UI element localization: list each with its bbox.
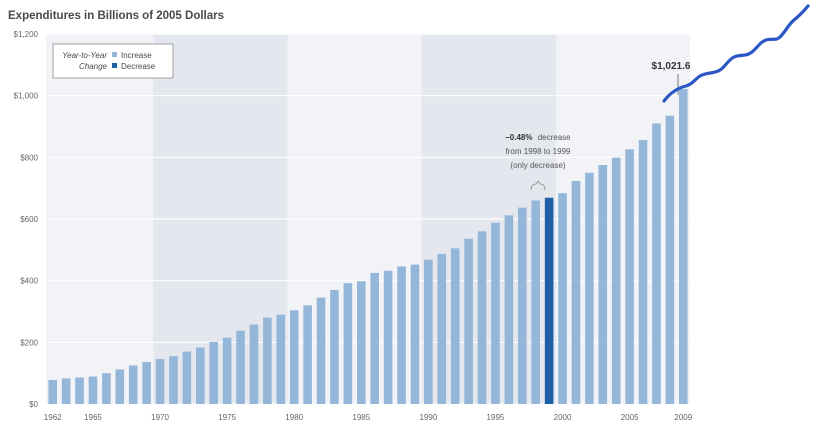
gridlines [46,33,690,405]
bar [424,259,433,404]
bar [410,264,420,404]
y-tick-label: $800 [20,153,38,162]
bar-decrease [544,197,554,404]
bar [316,297,326,404]
bar [585,172,594,404]
bar [625,149,634,404]
bar [638,140,648,405]
bar [665,115,675,404]
x-tick-label: 2005 [621,413,639,422]
bars [48,89,688,405]
bar [48,379,58,404]
bar [289,310,299,404]
bar [383,270,393,404]
legend-increase-label: Increase [121,51,152,60]
bar [209,342,219,404]
x-tick-label: 1962 [44,413,62,422]
callout-line2: from 1998 to 1999 [506,147,571,156]
y-tick-label: $200 [20,338,38,347]
legend-title-line2: Change [79,62,108,71]
x-tick-label: 2000 [554,413,572,422]
bar [517,207,527,404]
bar [678,89,688,405]
bar [263,317,272,404]
x-tick-label: 1990 [419,413,437,422]
legend: Year-to-Year Change Increase Decrease [52,43,174,79]
bar [88,376,98,404]
y-tick-label: $400 [20,277,38,286]
x-tick-label: 1965 [84,413,102,422]
chart-title: Expenditures in Billions of 2005 Dollars [8,10,224,22]
decrease-callout: –0.48% decrease from 1998 to 1999 (only … [505,133,571,191]
callout-decrease-word: decrease [538,133,571,142]
hand-drawn-trend-line [662,4,810,103]
bar [75,377,84,404]
x-tick-labels: 1962 1965 1970 1975 1980 1985 1990 1995 2000 2005… [44,413,693,422]
bar [397,266,406,404]
bar [128,365,138,404]
bar [611,157,621,404]
bar [195,347,205,404]
x-tick-label: 1975 [218,413,236,422]
callout-line3: (only decrease) [510,161,565,170]
bar [102,373,111,404]
bar [303,305,312,404]
bar [558,193,567,404]
x-tick-label: 1970 [151,413,169,422]
bar [115,369,125,404]
callout-percent: –0.48% [505,133,532,142]
bar [276,314,286,404]
bar [343,283,353,404]
x-tick-label: 1985 [352,413,370,422]
bar [477,231,487,404]
callout-bracket [530,180,546,191]
bar [142,362,151,404]
bar [182,351,192,404]
x-tick-label: 2009 [674,413,692,422]
legend-decrease-label: Decrease [121,62,156,71]
bar [236,330,245,404]
bar [504,215,514,404]
legend-increase-swatch [112,52,117,57]
y-tick-label: $1,000 [14,92,39,101]
bar [464,238,473,404]
y-tick-label: $1,200 [14,30,39,39]
final-value-callout: $1,021.6 [652,61,691,95]
bar [370,272,380,404]
legend-box [52,43,174,79]
bar [450,248,460,404]
x-tick-label: 1995 [487,413,505,422]
bar [222,337,232,404]
legend-decrease-swatch [112,63,117,68]
bar [531,200,541,404]
bar [437,253,447,404]
bar [61,378,71,404]
y-tick-labels: $0 $200 $400 $600 $800 $1,000 $1,200 [14,30,39,409]
bar [249,324,259,404]
y-tick-label: $600 [20,215,38,224]
legend-title-line1: Year-to-Year [62,51,107,60]
bar [155,358,165,404]
bar [652,123,661,405]
callout-line1: –0.48% decrease [505,133,571,142]
x-tick-label: 1980 [285,413,303,422]
bar [598,165,608,404]
final-value-label: $1,021.6 [652,61,691,72]
bar [330,289,339,404]
bar [571,181,581,404]
bar [169,356,178,404]
y-tick-label: $0 [29,400,38,409]
bar [491,222,500,404]
bar [356,281,366,404]
